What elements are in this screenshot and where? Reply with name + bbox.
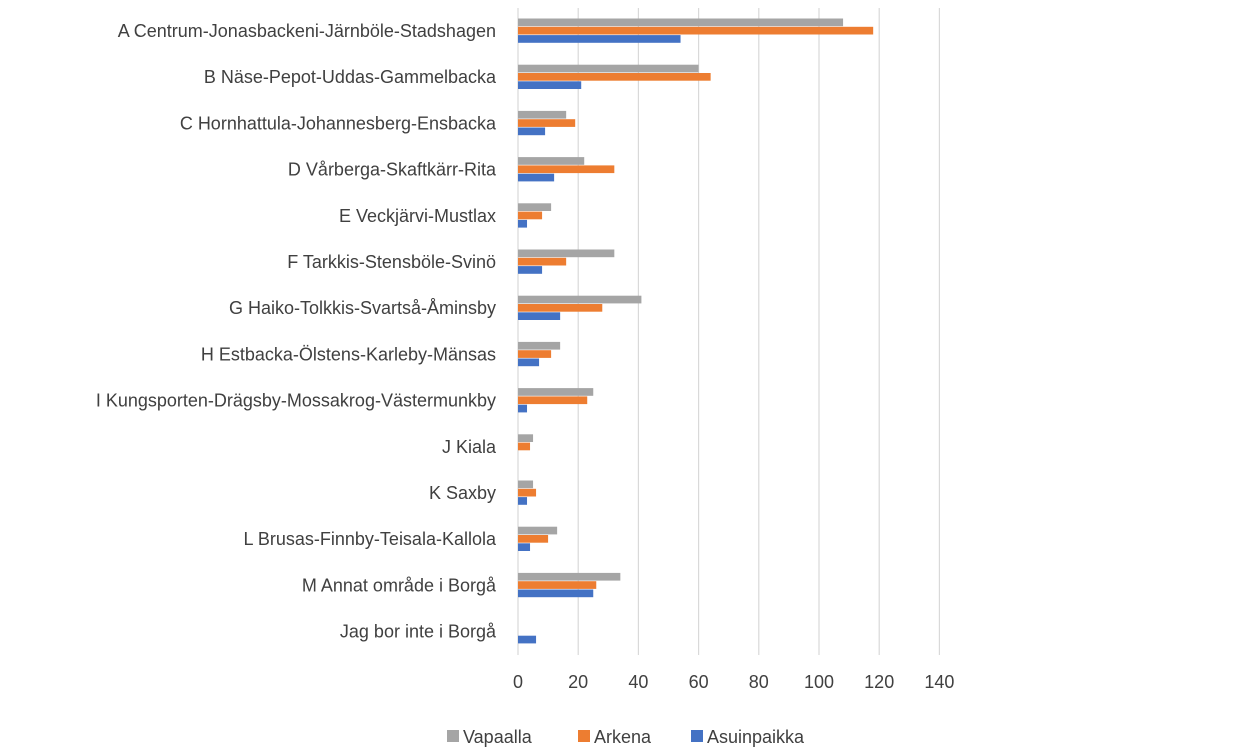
category-label: H Estbacka-Ölstens-Karleby-Mänsas [201, 344, 496, 364]
legend-swatch-vapaalla [447, 730, 459, 742]
bar-asuinpaikka-3 [518, 173, 555, 182]
category-label: C Hornhattula-Johannesberg-Ensbacka [180, 113, 497, 133]
category-labels: A Centrum-Jonasbackeni-Järnböle-Stadshag… [96, 21, 497, 642]
legend-label-arkena: Arkena [594, 727, 652, 747]
x-tick-label: 0 [513, 672, 523, 692]
bar-arkena-6 [518, 304, 603, 312]
bar-asuinpaikka-13 [518, 635, 537, 644]
bar-arkena-8 [518, 396, 588, 405]
bar-arkena-1 [518, 73, 711, 81]
bar-vapaalla-1 [518, 64, 699, 73]
category-label: J Kiala [442, 437, 497, 457]
category-label: D Vårberga-Skaftkärr-Rita [288, 160, 497, 180]
bar-asuinpaikka-8 [518, 404, 528, 413]
bar-vapaalla-9 [518, 434, 534, 442]
bar-arkena-12 [518, 581, 597, 589]
category-label: K Saxby [429, 483, 496, 503]
bar-vapaalla-10 [518, 480, 534, 489]
bar-asuinpaikka-10 [518, 497, 528, 505]
bar-asuinpaikka-11 [518, 543, 531, 551]
gridlines [517, 8, 941, 655]
legend-swatch-arkena [578, 730, 590, 742]
legend-label-vapaalla: Vapaalla [463, 727, 533, 747]
x-tick-label: 120 [864, 672, 894, 692]
bar-arkena-11 [518, 535, 549, 543]
category-label: E Veckjärvi-Mustlax [339, 206, 496, 226]
bar-vapaalla-11 [518, 526, 558, 535]
x-tick-label: 100 [804, 672, 834, 692]
bar-arkena-9 [518, 442, 531, 451]
bar-asuinpaikka-6 [518, 312, 561, 320]
legend: Vapaalla Arkena Asuinpaikka [447, 727, 805, 747]
legend-swatch-asuinpaikka [691, 730, 703, 742]
bar-vapaalla-3 [518, 157, 585, 165]
bar-asuinpaikka-12 [518, 589, 594, 598]
bar-asuinpaikka-5 [518, 266, 543, 274]
bar-vapaalla-2 [518, 110, 567, 119]
category-label: Jag bor inte i Borgå [340, 622, 497, 642]
category-label: F Tarkkis-Stensböle-Svinö [287, 252, 496, 272]
bars [518, 18, 874, 644]
bar-arkena-7 [518, 350, 552, 358]
category-label: A Centrum-Jonasbackeni-Järnböle-Stadshag… [118, 21, 496, 41]
category-label: G Haiko-Tolkkis-Svartså-Åminsby [229, 298, 496, 318]
bar-vapaalla-7 [518, 341, 561, 350]
legend-label-asuinpaikka: Asuinpaikka [707, 727, 805, 747]
category-label: L Brusas-Finnby-Teisala-Kallola [244, 529, 497, 549]
bar-asuinpaikka-4 [518, 219, 528, 228]
bar-arkena-10 [518, 488, 537, 497]
x-tick-label: 40 [628, 672, 648, 692]
category-label: I Kungsporten-Drägsby-Mossakrog-Västermu… [96, 391, 496, 411]
category-label: M Annat område i Borgå [302, 575, 497, 595]
x-tick-label: 20 [568, 672, 588, 692]
bar-arkena-5 [518, 257, 567, 266]
bar-arkena-4 [518, 211, 543, 220]
bar-vapaalla-0 [518, 18, 844, 27]
bar-asuinpaikka-7 [518, 358, 540, 367]
bar-arkena-3 [518, 165, 615, 174]
x-tick-label: 80 [749, 672, 769, 692]
bar-arkena-0 [518, 26, 874, 35]
bar-asuinpaikka-2 [518, 127, 546, 136]
bar-asuinpaikka-0 [518, 35, 681, 43]
x-tick-label: 60 [689, 672, 709, 692]
bar-vapaalla-6 [518, 295, 642, 304]
bar-vapaalla-5 [518, 249, 615, 258]
bar-vapaalla-8 [518, 388, 594, 396]
x-tick-labels: 0 20 40 60 80 100 120 140 [513, 672, 954, 692]
bar-asuinpaikka-1 [518, 81, 582, 89]
bar-vapaalla-12 [518, 572, 621, 581]
category-label: B Näse-Pepot-Uddas-Gammelbacka [204, 67, 497, 87]
bar-vapaalla-4 [518, 203, 552, 211]
bar-arkena-2 [518, 119, 576, 127]
x-tick-label: 140 [924, 672, 954, 692]
